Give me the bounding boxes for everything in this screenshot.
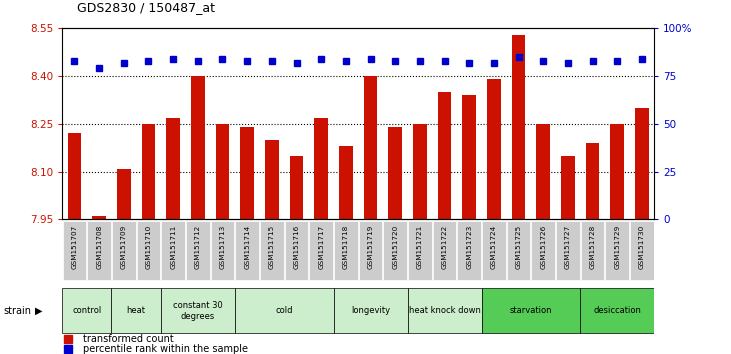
Bar (605, 221, 629, 280)
Text: ▶: ▶ (35, 306, 42, 316)
Bar (531, 221, 555, 280)
Text: GSM151728: GSM151728 (590, 225, 596, 269)
Text: GSM151716: GSM151716 (294, 225, 300, 269)
Bar (463, 95, 476, 219)
Text: desiccation: desiccation (594, 306, 641, 315)
Bar (289, 156, 303, 219)
Text: GDS2830 / 150487_at: GDS2830 / 150487_at (77, 1, 215, 14)
Text: GSM151710: GSM151710 (145, 225, 151, 269)
Bar (561, 156, 575, 219)
Bar (458, 221, 481, 280)
Bar (161, 288, 235, 333)
Bar (433, 221, 456, 280)
Text: GSM151718: GSM151718 (343, 225, 349, 269)
Text: GSM151715: GSM151715 (269, 225, 275, 269)
Text: GSM151729: GSM151729 (614, 225, 620, 269)
Bar (112, 221, 136, 280)
Bar (284, 221, 308, 280)
Text: longevity: longevity (351, 306, 390, 315)
Text: strain: strain (4, 306, 31, 316)
Text: transformed count: transformed count (83, 334, 173, 344)
Text: GSM151707: GSM151707 (72, 225, 77, 269)
Text: GSM151714: GSM151714 (244, 225, 250, 269)
Bar (383, 221, 407, 280)
Text: GSM151711: GSM151711 (170, 225, 176, 269)
Bar (191, 76, 205, 219)
Bar (388, 127, 402, 219)
Text: GSM151719: GSM151719 (368, 225, 374, 269)
Bar (438, 92, 451, 219)
Bar (265, 140, 279, 219)
Text: control: control (72, 306, 102, 315)
Text: GSM151709: GSM151709 (121, 225, 126, 269)
Bar (537, 124, 550, 219)
Text: GSM151713: GSM151713 (219, 225, 225, 269)
Bar (260, 221, 284, 280)
Text: GSM151725: GSM151725 (515, 225, 521, 269)
Bar (211, 221, 235, 280)
Bar (339, 146, 352, 219)
Text: GSM151726: GSM151726 (540, 225, 546, 269)
Bar (482, 288, 580, 333)
Bar (359, 221, 382, 280)
Bar (142, 124, 155, 219)
Bar (216, 124, 230, 219)
Bar (235, 221, 259, 280)
Bar (408, 288, 482, 333)
Bar (240, 127, 254, 219)
Bar (235, 288, 333, 333)
Bar (117, 169, 131, 219)
Text: heat knock down: heat knock down (409, 306, 480, 315)
Bar (167, 118, 180, 219)
Text: constant 30
degrees: constant 30 degrees (173, 301, 223, 320)
Bar (92, 216, 106, 219)
Bar (334, 221, 357, 280)
Bar (68, 133, 81, 219)
Text: GSM151721: GSM151721 (417, 225, 423, 269)
Text: starvation: starvation (510, 306, 552, 315)
Bar (62, 288, 112, 333)
Bar (507, 221, 531, 280)
Bar (162, 221, 185, 280)
Bar (333, 288, 408, 333)
Bar (112, 288, 161, 333)
Bar (586, 143, 599, 219)
Text: GSM151722: GSM151722 (442, 225, 447, 269)
Text: GSM151720: GSM151720 (393, 225, 398, 269)
Bar (314, 118, 328, 219)
Text: cold: cold (276, 306, 293, 315)
Bar (309, 221, 333, 280)
Text: GSM151717: GSM151717 (318, 225, 324, 269)
Bar (610, 124, 624, 219)
Text: GSM151723: GSM151723 (466, 225, 472, 269)
Bar (482, 221, 506, 280)
Bar (408, 221, 432, 280)
Bar (487, 79, 501, 219)
Bar (63, 221, 86, 280)
Bar (580, 221, 605, 280)
Bar (413, 124, 427, 219)
Bar (580, 288, 654, 333)
Text: percentile rank within the sample: percentile rank within the sample (83, 344, 248, 354)
Bar (512, 35, 526, 219)
Text: GSM151724: GSM151724 (491, 225, 497, 269)
Bar (364, 76, 377, 219)
Bar (87, 221, 111, 280)
Bar (556, 221, 580, 280)
Text: GSM151712: GSM151712 (195, 225, 201, 269)
Bar (630, 221, 654, 280)
Text: GSM151730: GSM151730 (639, 225, 645, 269)
Text: GSM151727: GSM151727 (565, 225, 571, 269)
Bar (186, 221, 210, 280)
Bar (635, 108, 648, 219)
Bar (137, 221, 160, 280)
Text: heat: heat (126, 306, 145, 315)
Text: GSM151708: GSM151708 (96, 225, 102, 269)
